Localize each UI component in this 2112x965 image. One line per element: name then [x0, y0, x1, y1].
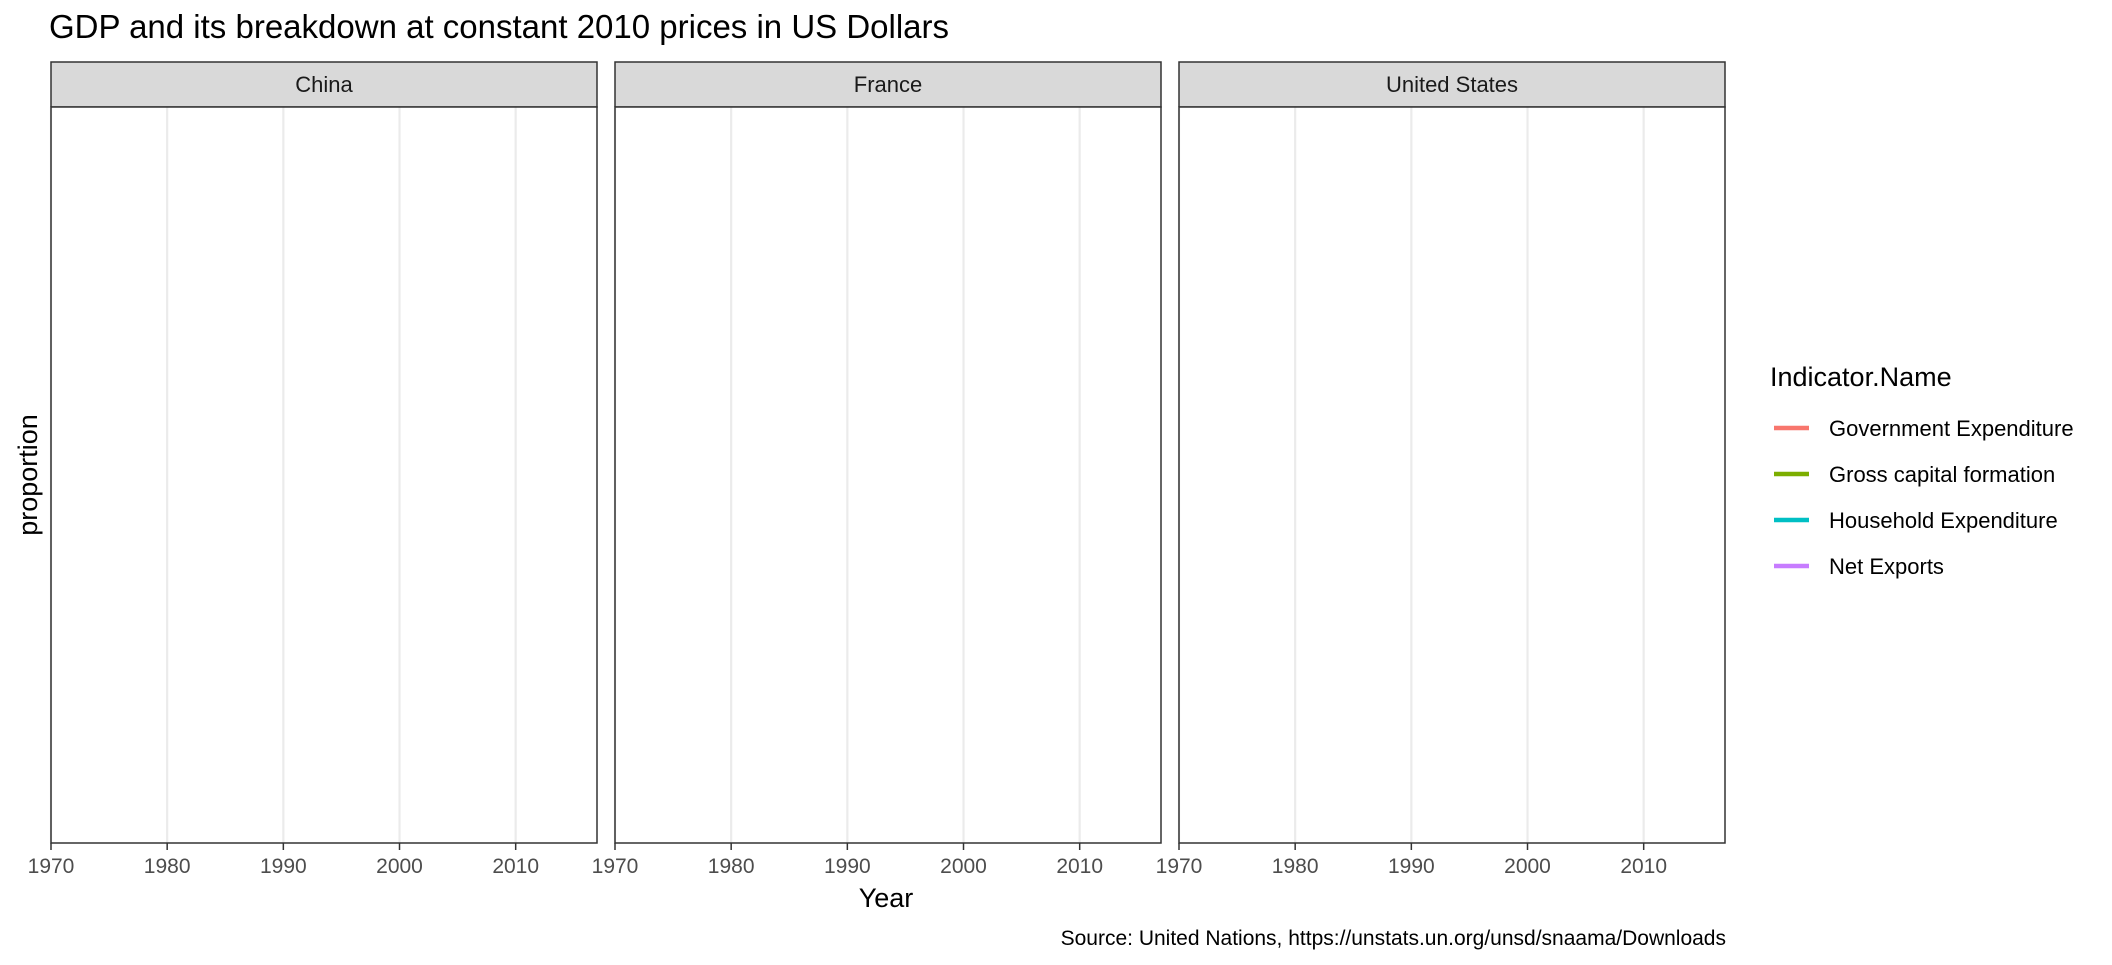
legend-item-label: Household Expenditure	[1829, 508, 2058, 533]
x-tick-label: 2010	[1056, 855, 1103, 878]
legend-item-label: Net Exports	[1829, 554, 1944, 579]
facets-group: China 1970 1980 1990 2000 2010 France 1970 1980 1…	[28, 61, 1726, 878]
legend-item-label: Government Expenditure	[1829, 416, 2074, 441]
x-tick-label: 1980	[144, 855, 191, 878]
x-tick-label: 2000	[940, 855, 987, 878]
x-axis-label: Year	[859, 883, 914, 913]
y-axis-label: proportion	[13, 414, 43, 536]
x-tick-label: 1990	[824, 855, 871, 878]
x-tick-label: 1990	[260, 855, 307, 878]
x-tick-label: 2010	[1620, 855, 1667, 878]
facet-panel-united-states: United States 1970 1980 1990 2000 2010	[1156, 61, 1726, 878]
x-tick-label: 2000	[376, 855, 423, 878]
facet-panel-china: China 1970 1980 1990 2000 2010	[28, 61, 598, 878]
legend-item: Household Expenditure	[1774, 508, 2058, 533]
legend-title: Indicator.Name	[1770, 362, 1952, 392]
facet-strip-label: China	[295, 72, 353, 97]
plot-panel-border	[50, 106, 598, 844]
facet-panel-france: France 1970 1980 1990 2000 2010	[592, 61, 1162, 878]
x-tick-label: 1990	[1388, 855, 1435, 878]
x-tick-label: 1970	[592, 855, 639, 878]
plot-panel-border	[614, 106, 1162, 844]
x-tick-label: 1970	[1156, 855, 1203, 878]
x-tick-label: 1980	[1272, 855, 1319, 878]
x-tick-label: 1970	[28, 855, 75, 878]
plot-panel-background	[51, 107, 597, 843]
facet-strip-label: France	[854, 72, 922, 97]
x-tick-label: 2010	[492, 855, 539, 878]
x-tick-label: 1980	[708, 855, 755, 878]
legend-item: Government Expenditure	[1774, 416, 2074, 441]
chart-caption: Source: United Nations, https://unstats.…	[1061, 927, 1726, 950]
facet-strip	[50, 61, 598, 108]
facet-strip	[1178, 61, 1726, 108]
x-tick-label: 2000	[1504, 855, 1551, 878]
plot-panel-background	[615, 107, 1161, 843]
legend-item-label: Gross capital formation	[1829, 462, 2055, 487]
facet-strip-label: United States	[1386, 72, 1518, 97]
legend: Indicator.Name Government Expenditure Gro…	[1770, 362, 2074, 579]
plot-panel-border	[1178, 106, 1726, 844]
legend-item: Gross capital formation	[1774, 462, 2055, 487]
legend-item: Net Exports	[1774, 554, 1944, 579]
plot-panel-background	[1179, 107, 1725, 843]
chart-title: GDP and its breakdown at constant 2010 p…	[49, 8, 949, 45]
